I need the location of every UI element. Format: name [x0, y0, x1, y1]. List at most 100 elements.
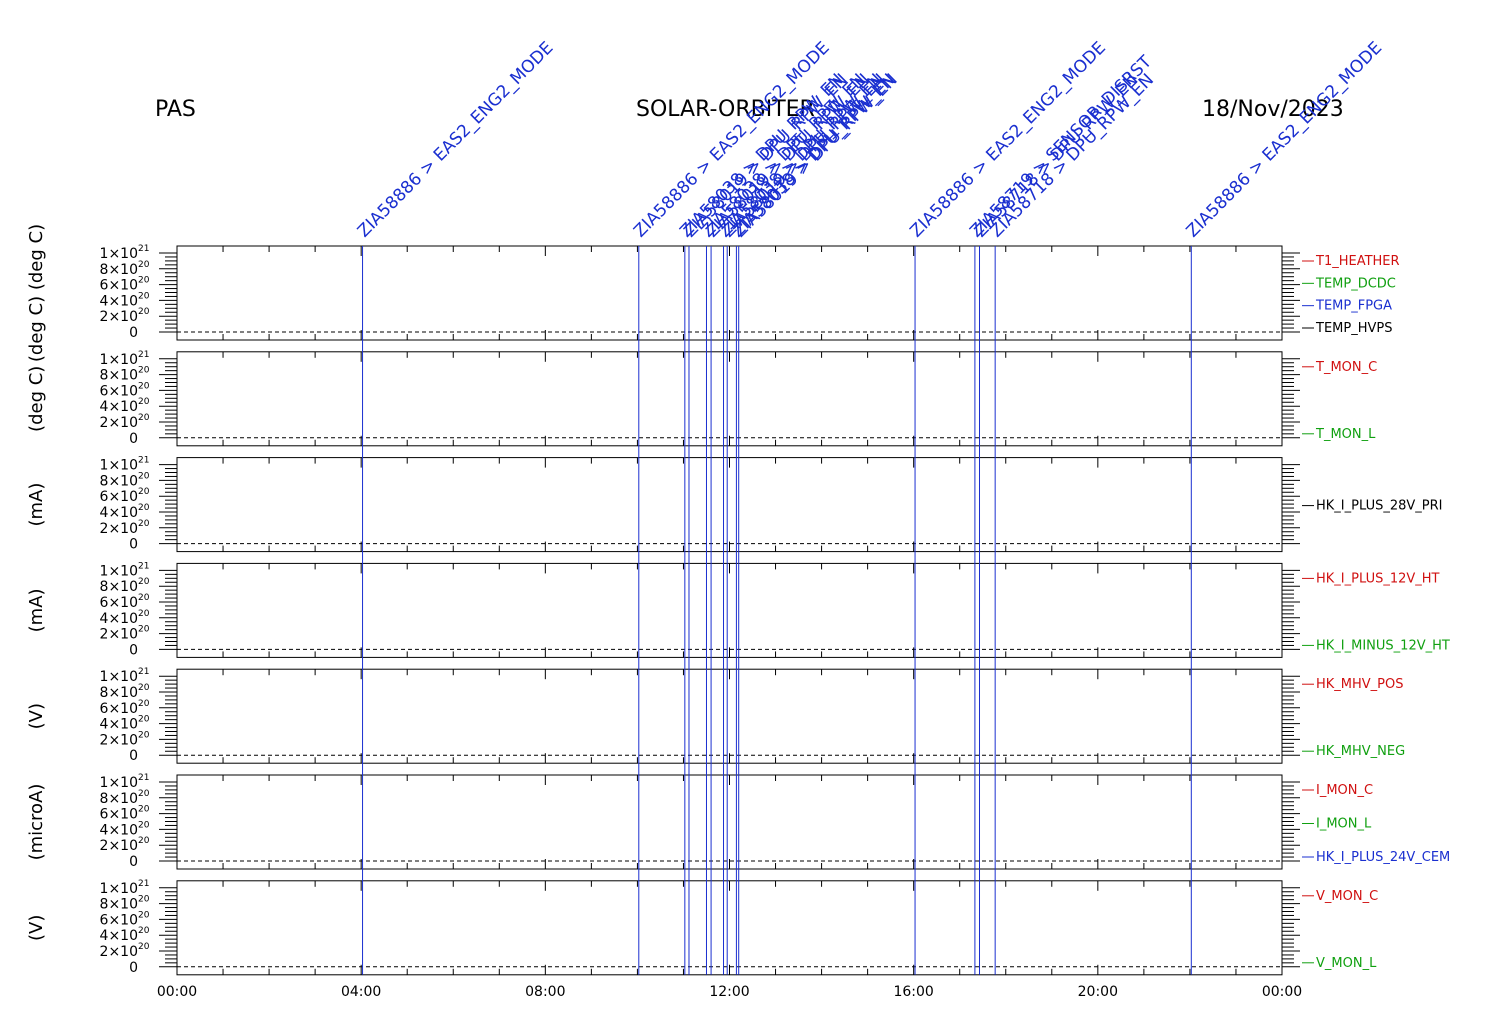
events-group: ZIA58886 > EAS2_ENG2_MODE ZIA58886 > EAS2…	[354, 38, 1386, 975]
y-tick-label: 4×10	[100, 822, 138, 838]
y-tick-exponent: 20	[138, 836, 150, 846]
y-tick-label: 1×10	[100, 775, 138, 791]
y-tick-label: 2×10	[100, 732, 138, 748]
y-axis-label: (mA)	[26, 588, 47, 632]
y-tick-exponent: 21	[138, 667, 149, 677]
x-tick-label: 20:00	[1078, 984, 1118, 1000]
event-label: ZIA58718 > DPU_RPW_EN	[987, 70, 1159, 242]
y-tick-label: 0	[129, 325, 138, 341]
y-axis-label: (microA)	[26, 784, 47, 861]
x-axis: 00:00 04:00 08:00 12:00 16:00 20:00 00:00	[157, 984, 1302, 1000]
y-tick-exponent: 20	[138, 699, 150, 709]
legend-t-mon-c: T_MON_C	[1315, 360, 1377, 375]
y-tick-label: 2×10	[100, 309, 138, 325]
instrument-title: PAS	[155, 97, 196, 122]
y-tick-label: 8×10	[100, 473, 138, 489]
y-axis-label: (V)	[26, 915, 47, 941]
y-tick-exponent: 20	[138, 805, 150, 815]
y-tick-exponent: 20	[138, 291, 150, 301]
y-tick-exponent: 20	[138, 577, 150, 587]
y-tick-label: 4×10	[100, 928, 138, 944]
y-tick-exponent: 20	[138, 730, 150, 740]
legend-i-mon-l: I_MON_L	[1316, 817, 1372, 832]
y-tick-label: 4×10	[100, 293, 138, 309]
y-tick-exponent: 20	[138, 276, 150, 286]
legend-v-mon-l: V_MON_L	[1316, 956, 1377, 971]
y-tick-label: 8×10	[100, 791, 138, 807]
legend-hk-mhv-pos: HK_MHV_POS	[1316, 677, 1404, 692]
legend-t1-heather: T1_HEATHER	[1315, 254, 1400, 269]
y-tick-exponent: 20	[138, 910, 150, 920]
y-tick-label: 8×10	[100, 897, 138, 913]
y-tick-label: 6×10	[100, 701, 138, 717]
y-tick-exponent: 20	[138, 413, 150, 423]
y-axis-label: (deg C)	[26, 366, 47, 432]
x-tick-label: 04:00	[341, 984, 381, 1000]
y-tick-label: 1×10	[100, 563, 138, 579]
x-tick-label: 00:00	[1262, 984, 1302, 1000]
y-tick-exponent: 20	[138, 366, 150, 376]
y-tick-label: 8×10	[100, 579, 138, 595]
y-tick-exponent: 20	[138, 260, 150, 270]
y-tick-label: 8×10	[100, 685, 138, 701]
panel-frame	[176, 880, 1283, 976]
y-tick-exponent: 21	[138, 350, 149, 360]
y-tick-label: 2×10	[100, 838, 138, 854]
y-tick-exponent: 20	[138, 820, 150, 830]
y-tick-exponent: 20	[138, 487, 150, 497]
y-tick-label: 2×10	[100, 521, 138, 537]
y-tick-exponent: 20	[138, 519, 150, 529]
y-tick-label: 6×10	[100, 912, 138, 928]
y-tick-label: 6×10	[100, 383, 138, 399]
event-label: ZIA58886 > EAS2_ENG2_MODE	[1183, 38, 1386, 241]
y-tick-exponent: 20	[138, 942, 150, 952]
y-axis-label: (deg C) (deg C)	[26, 224, 47, 362]
y-tick-label: 1×10	[100, 669, 138, 685]
legend-v-mon-c: V_MON_C	[1316, 889, 1378, 904]
y-tick-label: 4×10	[100, 399, 138, 415]
y-tick-exponent: 20	[138, 683, 150, 693]
y-tick-label: 4×10	[100, 717, 138, 733]
y-tick-label: 1×10	[100, 458, 138, 474]
y-tick-label: 6×10	[100, 489, 138, 505]
panel-frame	[176, 245, 1283, 341]
mission-title: SOLAR-ORBITER	[636, 97, 815, 122]
x-tick-label: 08:00	[525, 984, 565, 1000]
y-axis-label: (V)	[26, 703, 47, 729]
panels-group: 02×10 204×10 206×10 208×10 201×10 21(deg C) (…	[26, 224, 1450, 976]
legend-hk-i-minus-12v-ht: HK_I_MINUS_12V_HT	[1316, 638, 1450, 653]
y-tick-label: 4×10	[100, 505, 138, 521]
panel-frame	[176, 668, 1283, 764]
x-tick-label: 00:00	[157, 984, 197, 1000]
panel-frame	[176, 562, 1283, 658]
y-tick-label: 2×10	[100, 627, 138, 643]
y-tick-label: 0	[129, 854, 138, 870]
legend-hk-mhv-neg: HK_MHV_NEG	[1316, 744, 1405, 759]
panel-frame	[176, 457, 1283, 553]
legend-hk-i-plus-24v-cem: HK_I_PLUS_24V_CEM	[1316, 850, 1450, 865]
y-axis-label: (mA)	[26, 483, 47, 527]
y-tick-label: 6×10	[100, 595, 138, 611]
y-tick-exponent: 21	[138, 456, 149, 466]
y-tick-label: 0	[129, 537, 138, 553]
x-tick-label: 16:00	[893, 984, 933, 1000]
y-tick-label: 0	[129, 431, 138, 447]
y-tick-label: 0	[129, 642, 138, 658]
y-tick-exponent: 20	[138, 593, 150, 603]
y-tick-exponent: 20	[138, 503, 150, 513]
y-tick-label: 6×10	[100, 807, 138, 823]
event-label: ZIA58886 > EAS2_ENG2_MODE	[354, 38, 557, 241]
y-tick-label: 1×10	[100, 881, 138, 897]
y-tick-exponent: 20	[138, 789, 150, 799]
y-tick-label: 8×10	[100, 368, 138, 384]
y-tick-exponent: 21	[138, 879, 149, 889]
x-tick-label: 12:00	[709, 984, 749, 1000]
y-tick-exponent: 20	[138, 715, 150, 725]
y-tick-exponent: 20	[138, 397, 150, 407]
legend-temp-dcdc: TEMP_DCDC	[1315, 276, 1396, 291]
y-tick-label: 1×10	[100, 246, 138, 262]
y-tick-label: 2×10	[100, 415, 138, 431]
y-tick-exponent: 20	[138, 307, 150, 317]
y-tick-label: 6×10	[100, 278, 138, 294]
